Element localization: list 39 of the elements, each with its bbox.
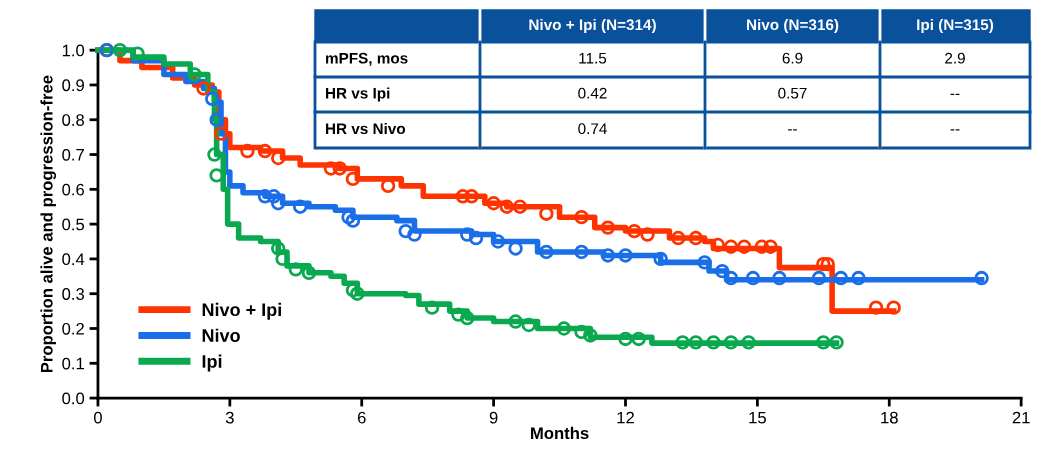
x-tick-label: 9 xyxy=(489,411,498,424)
x-tick-label: 21 xyxy=(1012,411,1030,424)
annotation: 0.74 xyxy=(578,123,607,135)
annotation: 11.5 xyxy=(579,52,607,64)
y-tick-label: 0.3 xyxy=(62,288,85,300)
annotation: 2.9 xyxy=(945,52,965,64)
y-tick-label: 0.6 xyxy=(62,183,85,196)
x-tick-label: 15 xyxy=(749,411,766,424)
annotation: -- xyxy=(950,129,960,131)
annotation: 6.9 xyxy=(782,52,803,64)
annotation: 0.42 xyxy=(578,87,607,99)
annotation: HR vs Nivo xyxy=(326,122,406,135)
x-tick-label: 18 xyxy=(881,411,898,424)
y-tick-label: 0.2 xyxy=(62,322,84,335)
annotation: -- xyxy=(788,129,797,131)
y-tick-label: 0.4 xyxy=(62,253,85,266)
text: Nivo + Ipi (N=314) xyxy=(529,18,656,34)
text: Nivo (N=316) xyxy=(747,18,839,34)
annotation: mPFS, mos xyxy=(326,52,408,66)
annotation: HR vs Ipi xyxy=(326,87,390,102)
legend-label: Nivo + Ipi xyxy=(202,302,281,320)
y-tick-label: 0.5 xyxy=(62,218,85,231)
x-tick-label: 0 xyxy=(93,411,102,424)
x-tick-label: 6 xyxy=(357,411,366,424)
text: Ipi (N=315) xyxy=(917,18,994,34)
annotation: -- xyxy=(950,93,960,95)
y-tick-label: 0.7 xyxy=(62,148,84,161)
y-tick-label: 0.1 xyxy=(62,357,84,370)
annotation: 0.57 xyxy=(778,87,807,99)
y-tick-label: 0.9 xyxy=(62,79,84,92)
x-axis-title: Months xyxy=(531,426,589,440)
y-axis-title: Proportion alive and progression-free xyxy=(40,75,57,373)
legend-label: Nivo xyxy=(202,328,240,342)
legend-label: Ipi xyxy=(202,354,222,372)
y-tick-label: 0.0 xyxy=(62,392,85,405)
x-tick-label: 12 xyxy=(617,411,634,424)
y-tick-label: 1.0 xyxy=(62,44,85,57)
x-tick-label: 3 xyxy=(225,411,234,424)
y-tick-label: 0.8 xyxy=(62,114,85,126)
